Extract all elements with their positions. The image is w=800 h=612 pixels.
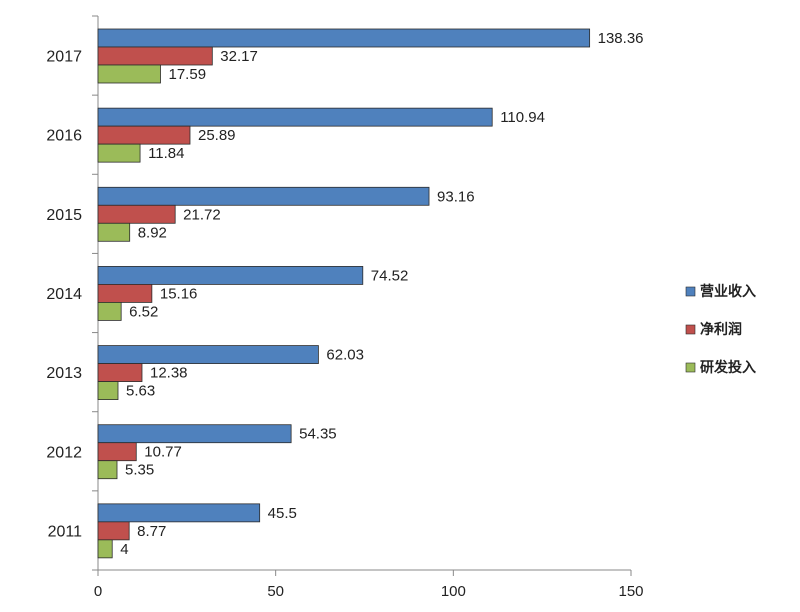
- bar-series-2-2012: [97, 460, 118, 480]
- legend-label-1: 净利润: [700, 321, 742, 337]
- y-category-label: 2017: [46, 49, 82, 66]
- chart-axes: 0 50 100 150 2011 2012 2013 2014 2015 2016 2017: [46, 15, 644, 600]
- data-label: 45.5: [268, 505, 297, 522]
- y-category-label: 2016: [46, 128, 82, 145]
- data-label: 15.16: [160, 285, 198, 302]
- bar-series-1-2015: [97, 204, 176, 224]
- bar-series-2-2016: [97, 143, 141, 163]
- data-label: 5.35: [125, 462, 154, 479]
- data-label: 8.77: [137, 523, 166, 540]
- bar-series-2-2017: [97, 64, 161, 84]
- data-label: 8.92: [138, 224, 167, 241]
- data-label: 12.38: [150, 365, 188, 382]
- data-label: 54.35: [299, 426, 337, 443]
- bar-series-0-2016: [97, 107, 493, 127]
- bar-series-0-2017: [97, 28, 591, 48]
- bar-series-2-2013: [97, 381, 119, 400]
- legend-label-2: 研发投入: [700, 359, 756, 375]
- data-label: 138.36: [598, 30, 644, 47]
- y-category-label: 2011: [48, 523, 83, 540]
- data-label: 17.59: [169, 66, 207, 83]
- bar-series-1-2013: [97, 363, 143, 382]
- data-label: 25.89: [198, 127, 236, 144]
- bar-series-2-2014: [97, 302, 122, 321]
- bar-series-1-2014: [97, 284, 153, 303]
- bar-series-2-2015: [97, 222, 131, 242]
- bar-series-1-2012: [97, 442, 137, 462]
- legend-swatch-1: [685, 324, 696, 335]
- bar-series-0-2011: [97, 503, 261, 523]
- bar-series-1-2011: [97, 521, 130, 541]
- data-label: 62.03: [326, 347, 364, 364]
- x-tick-label: 100: [441, 583, 466, 600]
- bar-series-0-2012: [97, 424, 292, 444]
- x-tick-label: 150: [618, 583, 643, 600]
- chart-data-labels: 45.5 8.77 4 54.35 10.775.35 62.03 12.385.63 74.…: [120, 30, 643, 558]
- y-category-label: 2014: [46, 286, 82, 303]
- bar-series-2-2011: [97, 539, 113, 559]
- legend-swatch-0: [685, 286, 696, 297]
- data-label: 11.84: [148, 145, 184, 162]
- x-tick-label: 50: [267, 583, 284, 600]
- data-label: 10.77: [144, 444, 182, 461]
- data-label: 21.72: [183, 206, 221, 223]
- y-category-label: 2013: [46, 365, 82, 382]
- data-label: 32.17: [220, 48, 258, 65]
- y-category-label: 2015: [46, 207, 82, 224]
- y-category-label: 2012: [46, 444, 82, 461]
- chart-bars: [97, 28, 591, 559]
- bar-series-0-2013: [97, 345, 319, 364]
- bar-series-0-2014: [97, 266, 364, 285]
- data-label: 6.52: [129, 303, 158, 320]
- x-tick-label: 0: [94, 583, 102, 600]
- bar-series-1-2016: [97, 125, 191, 145]
- data-label: 5.63: [126, 383, 155, 400]
- legend-swatch-2: [685, 362, 696, 373]
- legend-label-0: 营业收入: [700, 283, 756, 299]
- data-label: 74.52: [371, 267, 409, 284]
- data-label: 93.16: [437, 188, 475, 205]
- data-label: 4: [120, 541, 128, 558]
- bar-series-1-2017: [97, 46, 213, 66]
- data-label: 110.94: [500, 109, 545, 126]
- bar-series-0-2015: [97, 186, 430, 206]
